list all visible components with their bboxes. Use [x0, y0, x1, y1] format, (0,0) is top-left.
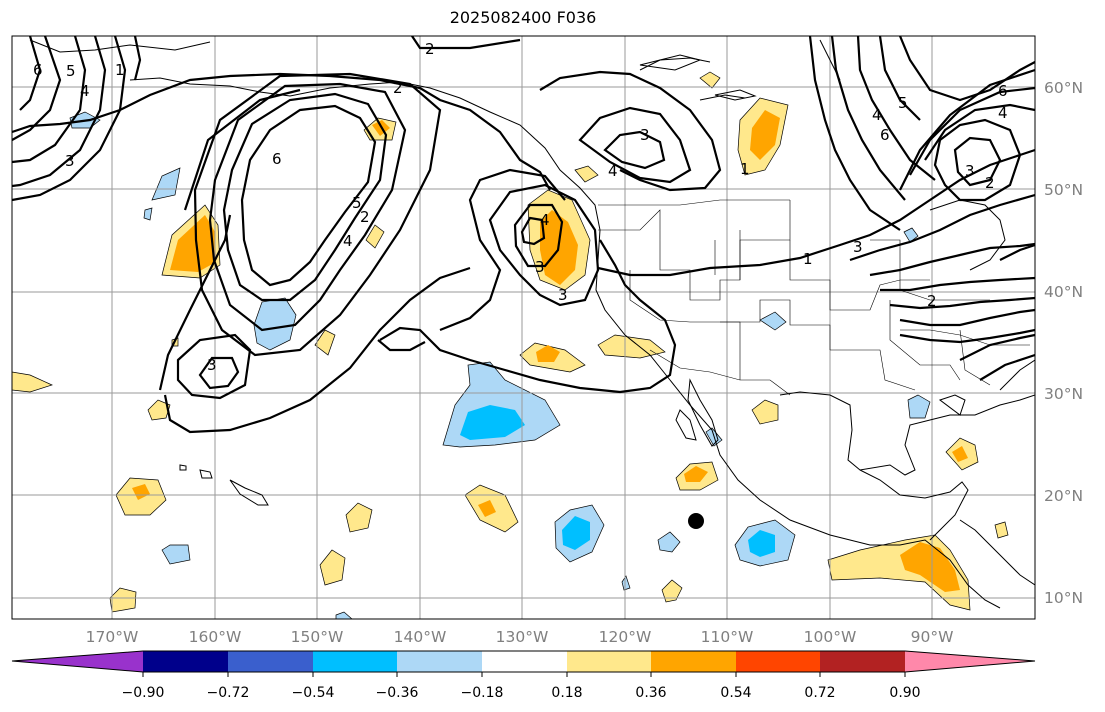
lat-label: 50°N — [1044, 181, 1083, 199]
colorbar-extend-left — [12, 651, 143, 672]
colorbar-segment — [736, 651, 822, 672]
colorbar-tick-label: −0.54 — [292, 685, 335, 701]
contour-label: 3 — [535, 258, 545, 276]
contour-label: 3 — [640, 126, 650, 144]
contour-label: 4 — [872, 106, 882, 124]
colorbar-extend-right — [905, 651, 1035, 672]
colorbar-segment — [820, 651, 906, 672]
contour-label: 3 — [965, 162, 975, 180]
colorbar-tick-label: 0.90 — [889, 685, 920, 701]
contour-label: 4 — [998, 104, 1008, 122]
contour-label: 6 — [33, 61, 43, 79]
contour-label: 1 — [803, 250, 813, 268]
lat-label: 10°N — [1044, 589, 1083, 607]
lat-label: 40°N — [1044, 283, 1083, 301]
colorbar-tick-label: −0.72 — [207, 685, 250, 701]
colorbar-segment — [482, 651, 568, 672]
contour-label: 2 — [360, 208, 370, 226]
contour-labels: 2 2 6 5 4 2 1 3 6 5 4 3 3 4 3 3 4 1 1 3 … — [33, 40, 1008, 374]
contour-label: 1 — [115, 61, 125, 79]
borders — [598, 199, 1030, 396]
colorbar-tick-marks — [142, 672, 906, 677]
colorbar-segment — [567, 651, 653, 672]
contour-label: 5 — [352, 194, 362, 212]
contour-label: 6 — [880, 126, 890, 144]
contour-label: 4 — [343, 232, 353, 250]
contour-label: 2 — [927, 292, 937, 310]
colorbar-segment — [397, 651, 483, 672]
colorbar-tick-label: −0.90 — [122, 685, 165, 701]
contour-label: 4 — [608, 162, 618, 180]
lon-label: 150°W — [291, 628, 344, 646]
colorbar-tick-label: 0.72 — [804, 685, 835, 701]
lon-label: 130°W — [496, 628, 549, 646]
contour-label: 5 — [898, 94, 908, 112]
contour-label: 3 — [207, 356, 217, 374]
negative-anomaly-strong — [460, 405, 775, 557]
colorbar-segment — [143, 651, 229, 672]
contour-label: 3 — [853, 238, 863, 256]
lat-label: 30°N — [1044, 385, 1083, 403]
lat-label: 60°N — [1044, 79, 1083, 97]
graticule — [12, 36, 1035, 619]
anomaly-shading — [12, 71, 1009, 619]
contour-label: 6 — [272, 150, 282, 168]
contour-label: 3 — [558, 286, 568, 304]
contour-label: 5 — [66, 62, 76, 80]
contour-label: 2 — [985, 174, 995, 192]
colorbar-tick-label: −0.36 — [376, 685, 419, 701]
lon-label: 100°W — [804, 628, 857, 646]
colorbar-tick-label: 0.54 — [720, 685, 751, 701]
map-frame — [11, 35, 1036, 620]
map-title: 2025082400 F036 — [449, 8, 597, 27]
lon-label: 110°W — [701, 628, 754, 646]
lat-label: 20°N — [1044, 487, 1083, 505]
map-background — [12, 36, 1035, 619]
contour-label: 4 — [80, 82, 90, 100]
contour-label: 4 — [540, 211, 550, 229]
contour-label: 2 — [425, 40, 435, 58]
colorbar-tick-label: 0.36 — [635, 685, 666, 701]
lon-label: 140°W — [394, 628, 447, 646]
colorbar-segment — [313, 651, 399, 672]
latitude-labels: 60°N 50°N 40°N 30°N 20°N 10°N — [1044, 79, 1083, 607]
colorbar-tick-label: 0.18 — [551, 685, 582, 701]
lon-label: 170°W — [86, 628, 139, 646]
colorbar: −0.90 −0.72 −0.54 −0.36 −0.18 0.18 0.36 … — [11, 650, 1036, 701]
longitude-labels: 170°W 160°W 150°W 140°W 130°W 120°W 110°… — [86, 628, 954, 646]
colorbar-tick-label: −0.18 — [461, 685, 504, 701]
contour-label: 3 — [65, 152, 75, 170]
lon-label: 90°W — [911, 628, 954, 646]
contour-label: 6 — [998, 82, 1008, 100]
lon-label: 120°W — [599, 628, 652, 646]
lon-label: 160°W — [189, 628, 242, 646]
contour-label: 2 — [393, 79, 403, 97]
storm-marker — [688, 513, 704, 529]
colorbar-segment — [228, 651, 314, 672]
contour-label: 1 — [740, 160, 750, 178]
colorbar-segment — [651, 651, 737, 672]
contours — [12, 36, 1035, 434]
